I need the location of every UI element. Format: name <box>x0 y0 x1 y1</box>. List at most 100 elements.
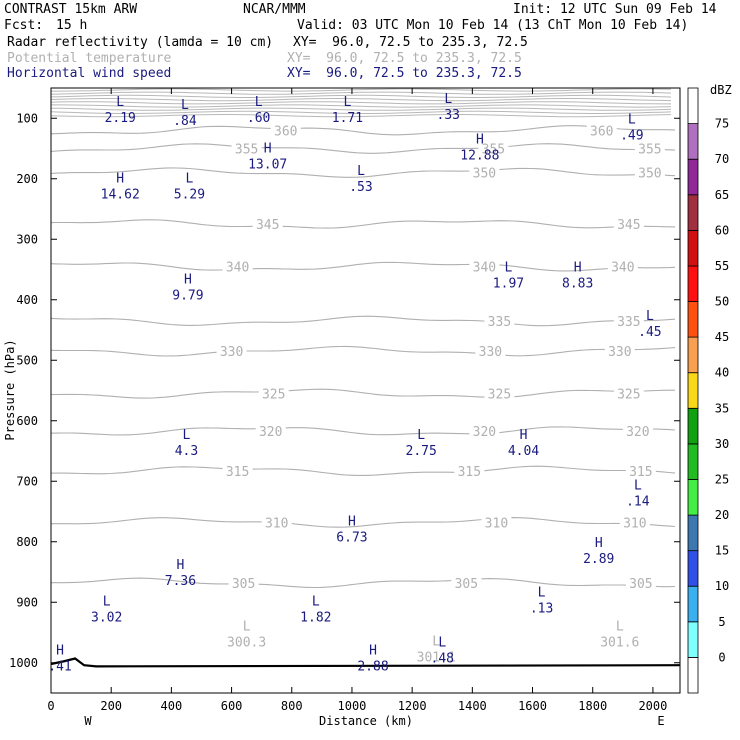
colorbar-swatch <box>687 123 699 160</box>
theta-label-bg <box>622 424 653 439</box>
theta-contour-label: 330 <box>220 345 243 360</box>
theta-label-bg <box>454 463 485 478</box>
theta-contour-label: 315 <box>458 465 481 480</box>
theta-contour-label: 330 <box>608 345 631 360</box>
colorbar-swatch <box>687 479 699 516</box>
wind-extremum-marker: L <box>116 95 124 110</box>
theta-label-bg <box>222 463 253 478</box>
theta-extremum-marker: L <box>243 620 251 635</box>
wind-extremum-value: 1.82 <box>300 611 331 626</box>
theta-contour-line <box>50 465 676 476</box>
y-tick-label: 1000 <box>9 656 38 670</box>
colorbar-label: 20 <box>715 508 729 522</box>
wind-extremum-marker: H <box>56 644 64 659</box>
theta-contour-label: 310 <box>485 516 508 531</box>
colorbar-label: 70 <box>715 152 729 166</box>
x-tick-label: 1400 <box>458 699 487 713</box>
theta-label-bg <box>613 217 644 232</box>
y-tick-label: 400 <box>16 293 38 307</box>
y-tick-label: 500 <box>16 353 38 367</box>
wind-extremum-value: .13 <box>530 601 553 616</box>
wind-extremum-marker: H <box>184 273 192 288</box>
colorbar-swatch <box>687 585 699 623</box>
y-tick-label: 700 <box>16 474 38 488</box>
theta-label-bg <box>625 575 656 590</box>
theta-label-bg <box>469 165 500 180</box>
wind-extremum-marker: H <box>369 644 377 659</box>
colorbar-unit: dBZ <box>710 83 732 97</box>
theta-contour-line <box>51 388 675 399</box>
y-tick-label: 800 <box>16 535 38 549</box>
theta-contour-top <box>50 114 672 118</box>
x-axis-title: Distance (km) <box>319 714 413 728</box>
forecast-value: 15 h <box>56 18 88 33</box>
field-name-wind: Horizontal wind speed <box>7 66 172 81</box>
wind-extremum-marker: H <box>116 172 124 187</box>
theta-label-bg <box>258 386 289 401</box>
theta-label-bg <box>484 313 515 328</box>
y-tick-label: 900 <box>16 595 38 609</box>
y-tick-label: 100 <box>16 111 38 125</box>
valid-time: Valid: 03 UTC Mon 10 Feb 14 (13 ChT Mon … <box>297 18 689 33</box>
wind-extremum-value: .53 <box>349 180 372 195</box>
theta-contour-label: 355 <box>235 143 258 158</box>
theta-contour-line <box>50 345 676 357</box>
wind-extremum-value: 5.29 <box>174 188 205 203</box>
x-tick-label: 2000 <box>638 699 667 713</box>
theta-contour-line <box>50 261 676 272</box>
colorbar-label: 75 <box>715 117 729 131</box>
wind-extremum-value: 13.07 <box>248 157 287 172</box>
theta-label-bg <box>222 259 253 274</box>
field-xy-reflectivity: XY= 96.0, 72.5 to 235.3, 72.5 <box>293 35 528 50</box>
forecast-label: Fcst: <box>4 18 44 33</box>
wind-extremum-value: 8.83 <box>562 277 593 292</box>
theta-contour-top <box>50 94 672 98</box>
dbz-colorbar: 0 5 10 15 20 25 30 35 40 45 50 55 60 65 70 75 <box>687 87 729 694</box>
theta-contour-top <box>51 88 672 92</box>
colorbar-label: 10 <box>715 579 729 593</box>
theta-contour-line <box>50 125 676 136</box>
theta-label-bg <box>634 141 665 156</box>
wind-extremum-value: .84 <box>173 114 197 129</box>
colorbar-label: 50 <box>715 295 729 309</box>
theta-contour-top <box>50 107 672 111</box>
theta-label-bg <box>619 515 650 530</box>
theta-contour-label: 355 <box>482 143 505 158</box>
theta-label-bg <box>469 424 500 439</box>
theta-contour-line <box>51 517 676 528</box>
theta-contour-label: 320 <box>473 425 496 440</box>
theta-contour-label: 310 <box>265 516 288 531</box>
theta-contour-label: 315 <box>629 465 652 480</box>
theta-contour-label: 325 <box>488 388 511 403</box>
wind-extremum-value: 2.88 <box>357 660 388 675</box>
theta-contour-label: 325 <box>262 388 285 403</box>
wind-extremum-marker: H <box>476 132 484 147</box>
theta-contour-label: 345 <box>256 218 279 233</box>
theta-contour-label: 355 <box>638 143 661 158</box>
wind-extremum-marker: L <box>505 261 513 276</box>
theta-contour-line <box>50 426 676 436</box>
model-title: CONTRAST 15km ARW <box>4 2 138 17</box>
wind-extremum-marker: H <box>348 515 356 530</box>
theta-contour-label: 310 <box>623 516 646 531</box>
wind-extremum-marker: L <box>438 636 446 651</box>
theta-label-bg <box>228 575 259 590</box>
wind-extremum-value: 2.89 <box>583 552 614 567</box>
colorbar-swatch <box>687 336 699 374</box>
wind-extremum-value: .41 <box>48 660 71 675</box>
theta-contour-line <box>50 219 676 229</box>
colorbar-label: 45 <box>715 330 729 344</box>
colorbar-label: 25 <box>715 473 729 487</box>
theta-label-bg <box>469 259 500 274</box>
x-end-label-east: E <box>657 714 664 728</box>
theta-contour-label: 345 <box>617 218 640 233</box>
theta-contour-label: 325 <box>617 388 640 403</box>
colorbar-swatch <box>687 514 699 552</box>
wind-extremum-value: 4.04 <box>508 444 539 459</box>
theta-contour-label: 335 <box>488 315 511 330</box>
wind-extremum-value: 14.62 <box>101 188 140 203</box>
theta-label-bg <box>255 424 286 439</box>
colorbar-swatch <box>687 372 699 409</box>
colorbar-swatch <box>687 443 699 480</box>
